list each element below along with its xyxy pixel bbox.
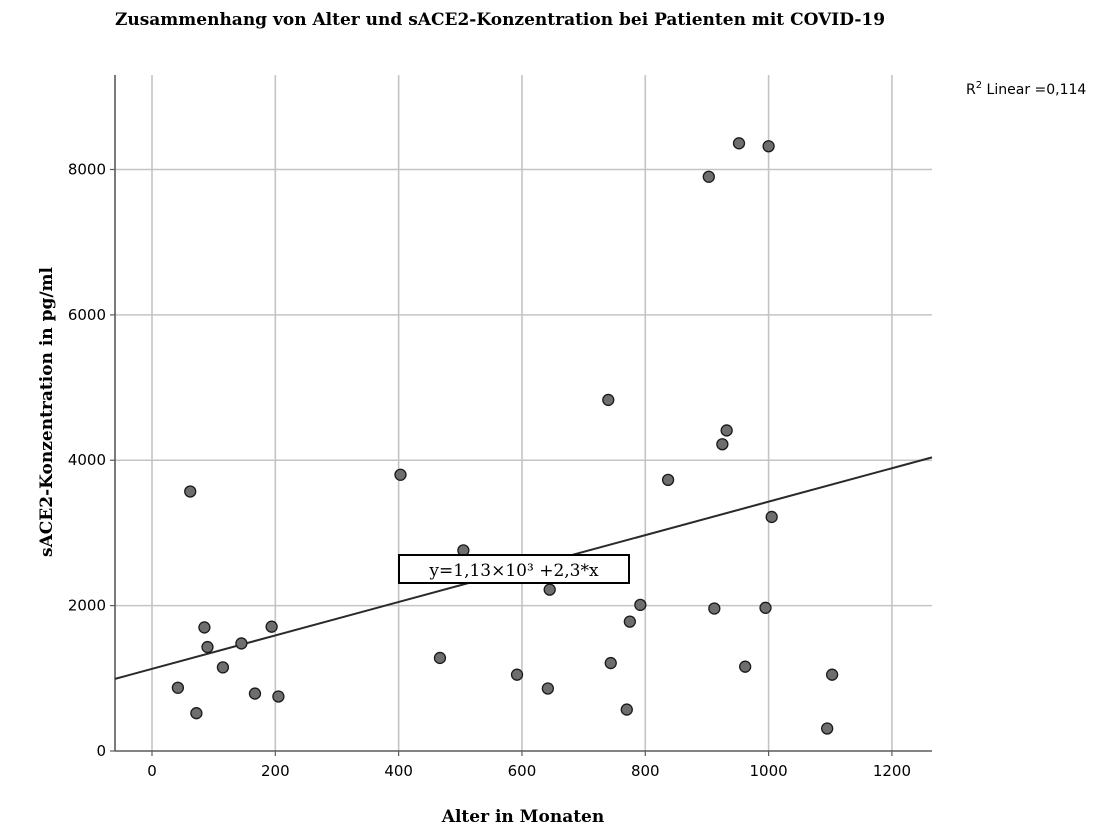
data-point <box>541 682 555 695</box>
y-tick-label: 6000 <box>68 306 106 324</box>
x-tick-label: 0 <box>147 762 157 780</box>
x-tick-label: 1000 <box>750 762 788 780</box>
x-tick-label: 800 <box>631 762 660 780</box>
data-point <box>708 602 721 615</box>
data-point <box>198 621 211 634</box>
data-points <box>171 137 839 735</box>
equation-label: y=1,13×10³ +2,3*x <box>428 561 599 581</box>
r2-linear-label: R2 Linear =0,114 <box>966 80 1086 98</box>
data-point <box>623 615 637 628</box>
y-tick-label: 4000 <box>68 451 106 469</box>
data-point <box>732 137 746 150</box>
y-tick-label: 0 <box>96 742 106 760</box>
data-point <box>171 681 185 694</box>
data-point <box>235 637 248 650</box>
data-point <box>433 651 447 665</box>
r2-suffix: Linear =0,114 <box>982 82 1086 98</box>
r2-superscript: 2 <box>976 80 982 91</box>
data-point <box>602 393 615 407</box>
data-point <box>248 687 262 700</box>
data-point <box>765 510 778 524</box>
data-point <box>510 668 524 681</box>
x-tick-label: 200 <box>261 762 290 780</box>
y-axis-ticks: 0 2000 4000 6000 8000 <box>68 160 115 760</box>
data-point <box>634 598 647 612</box>
y-tick-label: 2000 <box>68 597 106 615</box>
x-tick-label: 400 <box>384 762 413 780</box>
x-tick-label: 600 <box>508 762 537 780</box>
equation-box-frame <box>398 554 630 584</box>
x-tick-label: 1200 <box>873 762 911 780</box>
data-point <box>702 170 715 183</box>
x-axis-ticks: 0 200 400 600 800 1000 1200 <box>147 751 911 780</box>
data-point <box>265 620 278 633</box>
y-tick-label: 8000 <box>68 160 106 178</box>
chart-title: Zusammenhang von Alter und sACE2-Konzent… <box>115 10 885 30</box>
data-point <box>720 424 733 437</box>
data-point <box>272 690 285 703</box>
data-point <box>604 656 617 670</box>
data-point <box>216 661 230 674</box>
x-axis-label: Alter in Monaten <box>441 807 605 826</box>
equation-box: y=1,13×10³ +2,3*x <box>398 554 630 584</box>
data-point <box>821 722 834 735</box>
data-point <box>825 668 839 681</box>
data-point <box>620 703 633 716</box>
r2-prefix: R <box>966 82 976 98</box>
data-point <box>201 640 214 654</box>
data-point <box>543 583 556 596</box>
grid-lines <box>115 75 932 751</box>
data-point <box>762 140 775 153</box>
data-point <box>394 468 407 481</box>
data-point <box>759 601 772 614</box>
data-point <box>739 660 752 673</box>
axes <box>114 75 932 752</box>
y-axis-label: sACE2-Konzentration in pg/ml <box>37 266 57 557</box>
data-point <box>184 485 197 498</box>
data-point <box>716 438 729 451</box>
data-point <box>190 707 203 720</box>
data-point <box>661 473 675 487</box>
